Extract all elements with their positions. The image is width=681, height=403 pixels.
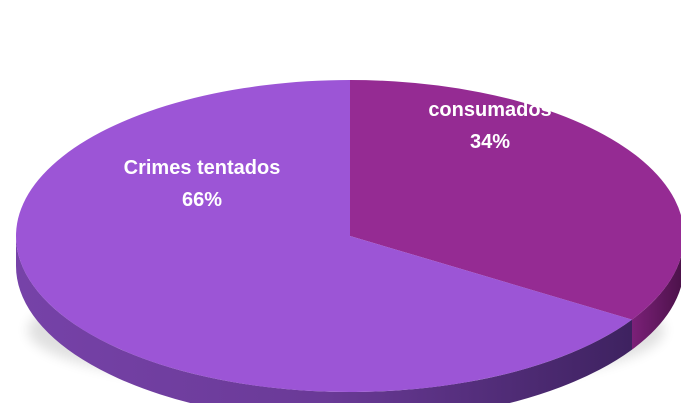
pie-tops <box>16 80 681 392</box>
pie-labels: Crimes consumados 34% Crimes tentados 66% <box>124 67 552 211</box>
slice-percent-label-0: 34% <box>470 131 510 153</box>
pie-slice-0 <box>350 80 681 320</box>
slice-name-label-0: consumados <box>428 99 551 121</box>
pie-sides <box>16 236 681 403</box>
pie-slice-1 <box>16 80 633 392</box>
slice-percent-label-1: 66% <box>182 189 222 211</box>
slice-name-label-0: Crimes <box>456 67 524 89</box>
slice-name-label-1: Crimes tentados <box>124 157 281 179</box>
pie-slice-side-0 <box>632 256 681 350</box>
